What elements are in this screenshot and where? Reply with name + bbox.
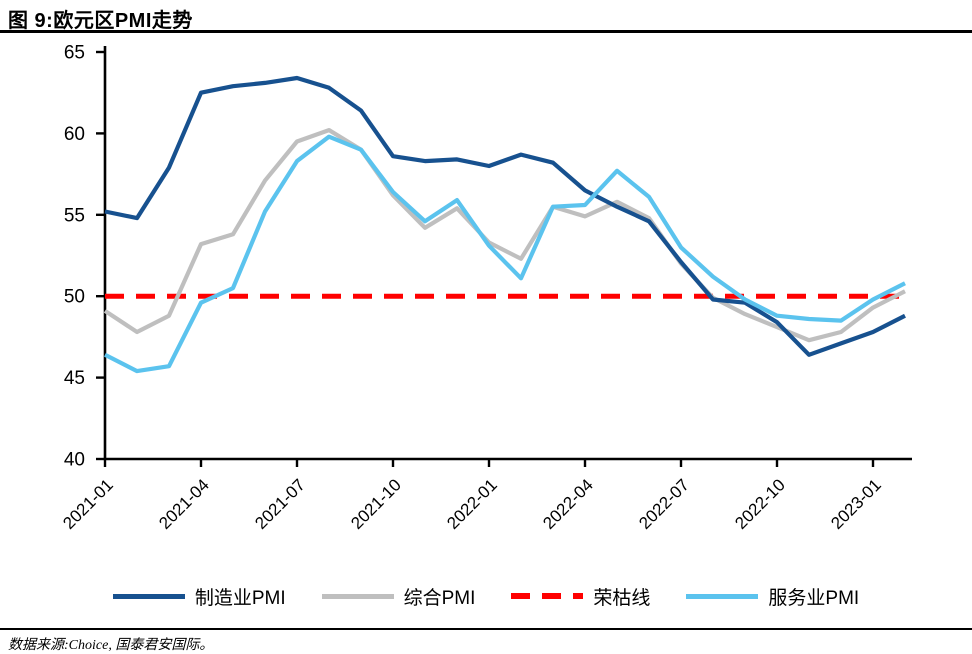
- svg-text:2022-04: 2022-04: [539, 475, 597, 533]
- figure-header: 图 9:欧元区PMI走势: [0, 0, 972, 33]
- svg-text:45: 45: [64, 368, 85, 389]
- svg-text:2022-07: 2022-07: [635, 475, 693, 533]
- svg-text:2021-07: 2021-07: [251, 475, 309, 533]
- legend-label: 综合PMI: [403, 587, 476, 609]
- chart-legend: 制造业PMI 综合PMI 荣枯线 服务业PMI: [0, 580, 972, 612]
- chart-title: 图 9:欧元区PMI走势: [8, 10, 193, 32]
- svg-text:2023-01: 2023-01: [827, 475, 885, 533]
- legend-label: 制造业PMI: [194, 587, 286, 609]
- legend-label: 服务业PMI: [768, 587, 860, 609]
- svg-text:2021-04: 2021-04: [155, 475, 213, 533]
- legend-label: 荣枯线: [593, 587, 651, 609]
- legend-item-1: 制造业PMI: [112, 583, 286, 610]
- source-note: 数据来源:Choice, 国泰君安国际。: [8, 638, 214, 653]
- svg-text:50: 50: [64, 287, 85, 308]
- svg-text:60: 60: [64, 124, 85, 145]
- legend-item-3: 荣枯线: [511, 583, 650, 610]
- svg-text:2022-10: 2022-10: [731, 475, 789, 533]
- svg-text:55: 55: [64, 205, 85, 226]
- svg-text:2021-01: 2021-01: [59, 475, 117, 533]
- svg-text:2021-10: 2021-10: [347, 475, 405, 533]
- legend-swatch-dashed: [511, 593, 584, 599]
- svg-text:2022-01: 2022-01: [443, 475, 501, 533]
- svg-text:65: 65: [64, 43, 85, 64]
- legend-swatch-solid: [112, 593, 185, 599]
- figure-footer: 数据来源:Choice, 国泰君安国际。: [0, 628, 972, 654]
- legend-item-4: 服务业PMI: [686, 583, 859, 610]
- legend-item-2: 综合PMI: [321, 583, 476, 610]
- legend-swatch-solid: [321, 593, 394, 599]
- legend-swatch-solid: [686, 593, 759, 599]
- svg-text:40: 40: [64, 450, 85, 471]
